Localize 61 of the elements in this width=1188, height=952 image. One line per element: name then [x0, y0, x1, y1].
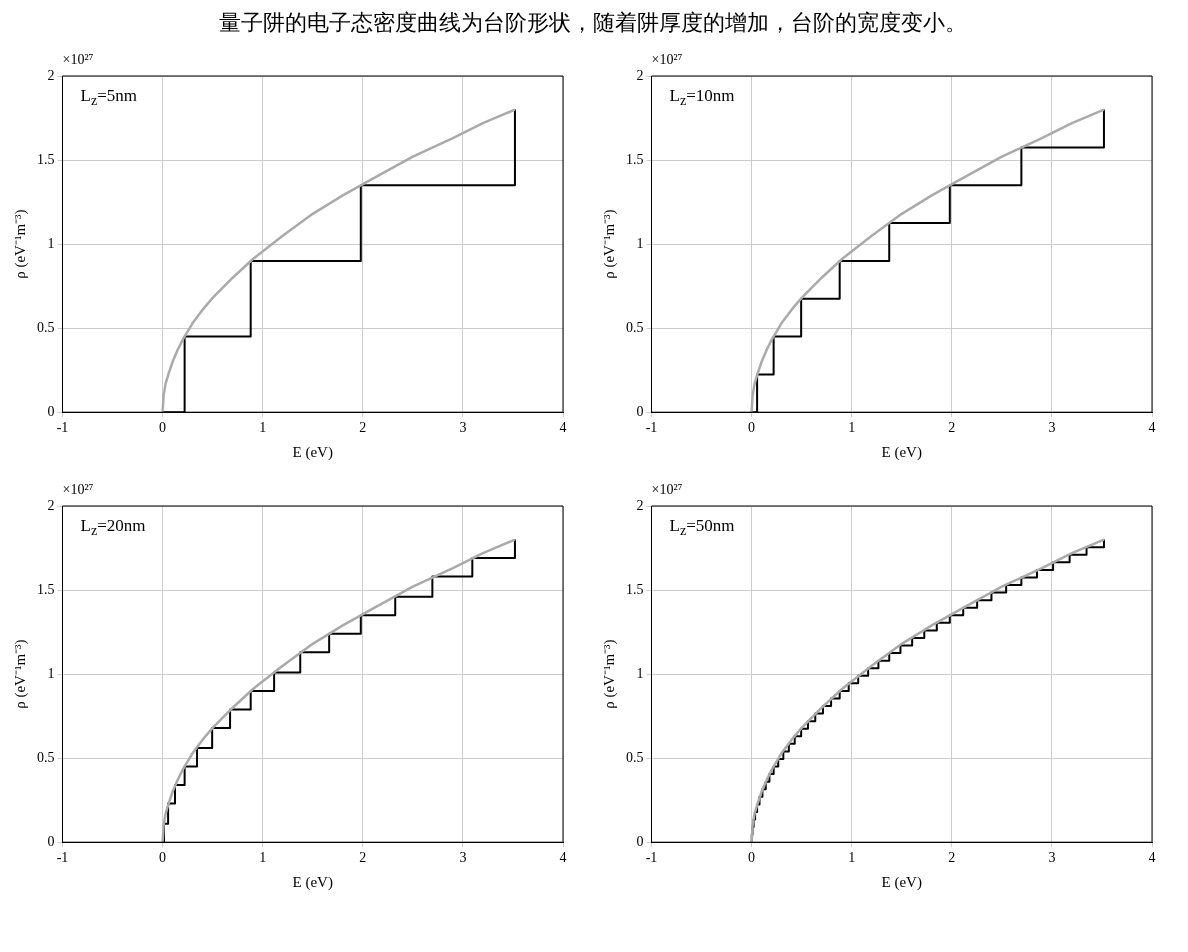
y-tick-label: 2	[636, 67, 644, 83]
y-tick-label: 0	[636, 833, 644, 849]
y-axis-title: ρ (eV⁻¹m⁻³)	[11, 639, 29, 709]
x-tick-label: 2	[948, 850, 956, 866]
chart-title: 量子阱的电子态密度曲线为台阶形状，随着阱厚度的增加，台阶的宽度变小。	[218, 9, 968, 37]
y-tick-label: 1.5	[37, 581, 55, 597]
text: ×10²⁷	[62, 52, 94, 68]
x-tick-label: 0	[748, 420, 756, 436]
x-tick-label: -1	[645, 850, 658, 866]
x-axis-title: E (eV)	[292, 443, 333, 461]
y-axis-title: ρ (eV⁻¹m⁻³)	[11, 209, 29, 279]
y-tick-label: 1	[636, 665, 644, 681]
y-tick-label: 1	[636, 235, 644, 251]
y-tick-label: 1.5	[626, 151, 644, 167]
y-tick-label: 1	[47, 665, 55, 681]
x-tick-label: 3	[1048, 420, 1056, 436]
x-tick-label: 3	[1048, 850, 1056, 866]
x-tick-label: -1	[56, 420, 69, 436]
y-tick-label: 0	[47, 403, 55, 419]
y-tick-label: 1.5	[37, 151, 55, 167]
annotation: L$_{z}$=50nm	[669, 516, 735, 540]
x-tick-label: 0	[159, 420, 167, 436]
x-tick-label: 0	[159, 850, 167, 866]
y-axis-title: ρ (eV⁻¹m⁻³)	[600, 639, 618, 709]
y-axis-title: ρ (eV⁻¹m⁻³)	[600, 209, 618, 279]
x-tick-label: 4	[559, 420, 567, 436]
annotation: L$_{z}$=20nm	[80, 516, 146, 540]
annotation: L$_{z}$=10nm	[669, 86, 735, 110]
x-tick-label: 1	[848, 850, 856, 866]
x-tick-label: 1	[259, 850, 267, 866]
annotation: L$_{z}$=5nm	[80, 86, 137, 110]
x-tick-label: 4	[559, 850, 567, 866]
x-tick-label: 2	[948, 420, 956, 436]
text: ×10²⁷	[651, 52, 683, 68]
x-tick-label: 4	[1148, 420, 1156, 436]
x-axis-title: E (eV)	[881, 443, 922, 461]
y-tick-label: 0.5	[626, 749, 644, 765]
x-tick-label: -1	[645, 420, 658, 436]
y-tick-label: 0	[636, 403, 644, 419]
y-tick-label: 1	[47, 235, 55, 251]
x-tick-label: 0	[748, 850, 756, 866]
x-tick-label: 2	[359, 850, 367, 866]
y-tick-label: 1.5	[626, 581, 644, 597]
y-tick-label: 0	[47, 833, 55, 849]
x-tick-label: 4	[1148, 850, 1156, 866]
y-tick-label: 2	[47, 67, 55, 83]
text: ×10²⁷	[651, 482, 683, 498]
y-tick-label: 2	[47, 497, 55, 513]
x-axis-title: E (eV)	[881, 873, 922, 891]
x-tick-label: 3	[459, 420, 467, 436]
x-tick-label: 3	[459, 850, 467, 866]
y-tick-label: 0.5	[37, 319, 55, 335]
x-axis-title: E (eV)	[292, 873, 333, 891]
y-tick-label: 0.5	[37, 749, 55, 765]
y-tick-label: 2	[636, 497, 644, 513]
y-tick-label: 0.5	[626, 319, 644, 335]
x-tick-label: -1	[56, 850, 69, 866]
x-tick-label: 1	[848, 420, 856, 436]
text: ×10²⁷	[62, 482, 94, 498]
x-tick-label: 2	[359, 420, 367, 436]
x-tick-label: 1	[259, 420, 267, 436]
